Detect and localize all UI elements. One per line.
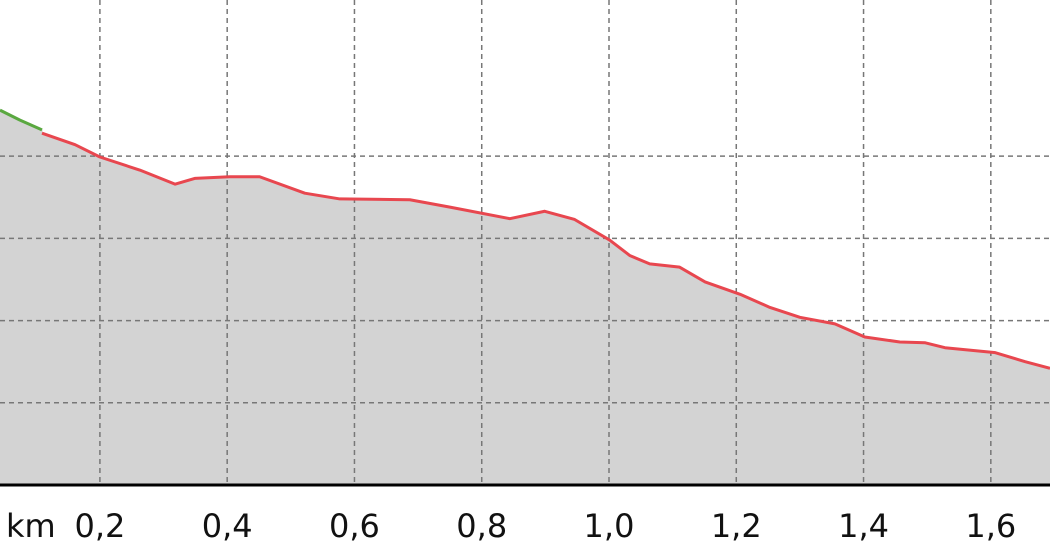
x-tick-label: 1,0 — [584, 507, 635, 545]
x-tick-label: 0,2 — [74, 507, 125, 545]
x-tick-label: 0,8 — [456, 507, 507, 545]
x-tick-label: 1,2 — [711, 507, 762, 545]
x-tick-label: 1,4 — [838, 507, 889, 545]
x-tick-label: 0,6 — [329, 507, 380, 545]
x-axis-unit: km — [6, 507, 56, 545]
area — [41, 132, 1050, 486]
area — [0, 109, 43, 486]
line — [0, 108, 43, 132]
x-tick-label: 0,4 — [202, 507, 253, 545]
line — [41, 131, 1050, 370]
x-tick-label: 1,6 — [965, 507, 1016, 545]
